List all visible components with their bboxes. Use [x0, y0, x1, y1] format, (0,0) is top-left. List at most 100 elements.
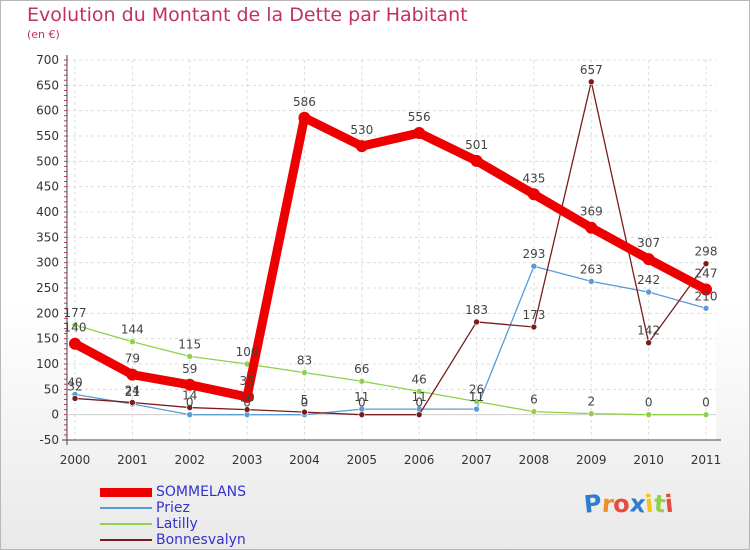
- data-label-sommelans: 435: [522, 171, 545, 185]
- data-label-latilly: 66: [354, 362, 369, 376]
- legend-label: Latilly: [156, 516, 198, 532]
- data-label-priez: 11: [469, 390, 484, 404]
- data-point-bonnesvalyn: [587, 78, 595, 86]
- y-tick-label: 300: [36, 256, 59, 270]
- x-tick-label: 2004: [289, 453, 320, 467]
- x-tick-label: 2005: [347, 453, 378, 467]
- data-label-sommelans: 59: [182, 362, 197, 376]
- x-tick-label: 2003: [232, 453, 263, 467]
- data-label-bonnesvalyn: 657: [580, 63, 603, 77]
- data-point-bonnesvalyn: [129, 399, 136, 406]
- data-point-bonnesvalyn: [186, 404, 194, 411]
- brand-letter: i: [663, 489, 675, 519]
- data-point-latilly: [301, 369, 308, 376]
- data-point-priez: [587, 278, 595, 285]
- legend-label: Priez: [156, 500, 190, 516]
- x-tick-label: 2009: [576, 453, 607, 467]
- data-label-priez: 242: [637, 273, 660, 287]
- data-label-latilly: 144: [121, 323, 144, 337]
- brand-logo: Proxiti: [583, 489, 675, 519]
- data-point-priez: [645, 288, 652, 296]
- data-label-priez: 21: [125, 385, 140, 399]
- data-point-latilly: [702, 411, 710, 418]
- data-point-latilly: [129, 338, 136, 346]
- series-line-bonnesvalyn: [74, 81, 707, 416]
- data-point-sommelans: [355, 140, 368, 153]
- y-tick-label: 650: [36, 78, 59, 92]
- data-point-priez: [530, 262, 538, 270]
- x-tick-label: 2002: [174, 453, 205, 467]
- data-point-sommelans: [527, 188, 540, 201]
- data-label-sommelans: 307: [637, 236, 660, 250]
- data-label-priez: 11: [412, 390, 427, 404]
- data-label-sommelans: 530: [350, 123, 373, 137]
- y-tick-label: 200: [36, 306, 59, 320]
- y-tick-label: 500: [36, 154, 59, 168]
- y-tick-label: 250: [36, 281, 59, 295]
- data-label-bonnesvalyn: 0: [358, 396, 366, 410]
- y-tick-label: 0: [51, 408, 59, 422]
- data-label-bonnesvalyn: 10: [239, 391, 254, 405]
- data-point-latilly: [587, 410, 595, 417]
- chart-subtitle: (en €): [27, 28, 60, 41]
- data-label-priez: 263: [580, 262, 603, 276]
- data-label-bonnesvalyn: 142: [637, 324, 660, 338]
- data-label-sommelans: 79: [125, 352, 140, 366]
- data-label-priez: 293: [522, 247, 545, 261]
- data-point-sommelans: [700, 283, 712, 296]
- data-point-bonnesvalyn: [415, 411, 423, 418]
- data-point-latilly: [645, 411, 652, 418]
- y-tick-label: 600: [36, 104, 59, 118]
- data-label-sommelans: 140: [64, 321, 87, 335]
- legend-swatch: [100, 487, 152, 497]
- x-tick-label: 2008: [519, 453, 550, 467]
- data-point-priez: [473, 405, 480, 413]
- data-point-sommelans: [241, 390, 254, 403]
- data-point-latilly: [415, 388, 423, 395]
- data-label-priez: 11: [354, 390, 369, 404]
- data-label-sommelans: 501: [465, 138, 488, 152]
- data-point-sommelans: [126, 368, 139, 381]
- data-label-bonnesvalyn: 183: [465, 303, 488, 317]
- data-label-latilly: 100: [236, 345, 259, 359]
- data-point-bonnesvalyn: [358, 411, 366, 418]
- x-tick-label: 2000: [60, 453, 91, 467]
- x-tick-label: 2011: [691, 453, 722, 467]
- data-label-bonnesvalyn: 5: [301, 393, 309, 407]
- data-point-sommelans: [183, 378, 196, 391]
- plot-area: [67, 60, 716, 440]
- y-tick-label: 450: [36, 180, 59, 194]
- data-label-latilly: 83: [297, 354, 312, 368]
- data-point-sommelans: [585, 221, 598, 234]
- data-label-bonnesvalyn: 298: [695, 245, 718, 259]
- y-tick-label: 350: [36, 230, 59, 244]
- data-point-latilly: [530, 408, 538, 415]
- y-tick-label: -50: [39, 433, 59, 447]
- data-label-bonnesvalyn: 173: [522, 308, 545, 322]
- data-point-bonnesvalyn: [530, 323, 538, 331]
- data-label-latilly: 2: [587, 395, 595, 409]
- chart-title: Evolution du Montant de la Dette par Hab…: [27, 4, 468, 26]
- data-label-latilly: 26: [469, 382, 484, 396]
- data-point-sommelans: [470, 154, 483, 167]
- x-tick-label: 2007: [461, 453, 492, 467]
- data-label-priez: 210: [695, 289, 718, 303]
- data-label-bonnesvalyn: 24: [125, 384, 140, 398]
- y-tick-label: 150: [36, 332, 59, 346]
- data-point-latilly: [71, 321, 79, 329]
- data-label-latilly: 46: [412, 372, 427, 386]
- data-label-sommelans: 369: [580, 205, 603, 219]
- data-label-sommelans: 586: [293, 95, 316, 109]
- data-point-latilly: [186, 353, 194, 360]
- data-label-priez: 0: [243, 396, 251, 410]
- data-point-sommelans: [69, 337, 81, 350]
- x-tick-label: 2001: [117, 453, 148, 467]
- y-tick-label: 50: [44, 382, 59, 396]
- series-line-priez: [74, 265, 707, 416]
- data-point-sommelans: [642, 253, 655, 266]
- data-label-sommelans: 35: [239, 374, 254, 388]
- legend-swatch: [100, 507, 152, 509]
- data-label-bonnesvalyn: 14: [182, 389, 197, 403]
- y-tick-label: 100: [36, 357, 59, 371]
